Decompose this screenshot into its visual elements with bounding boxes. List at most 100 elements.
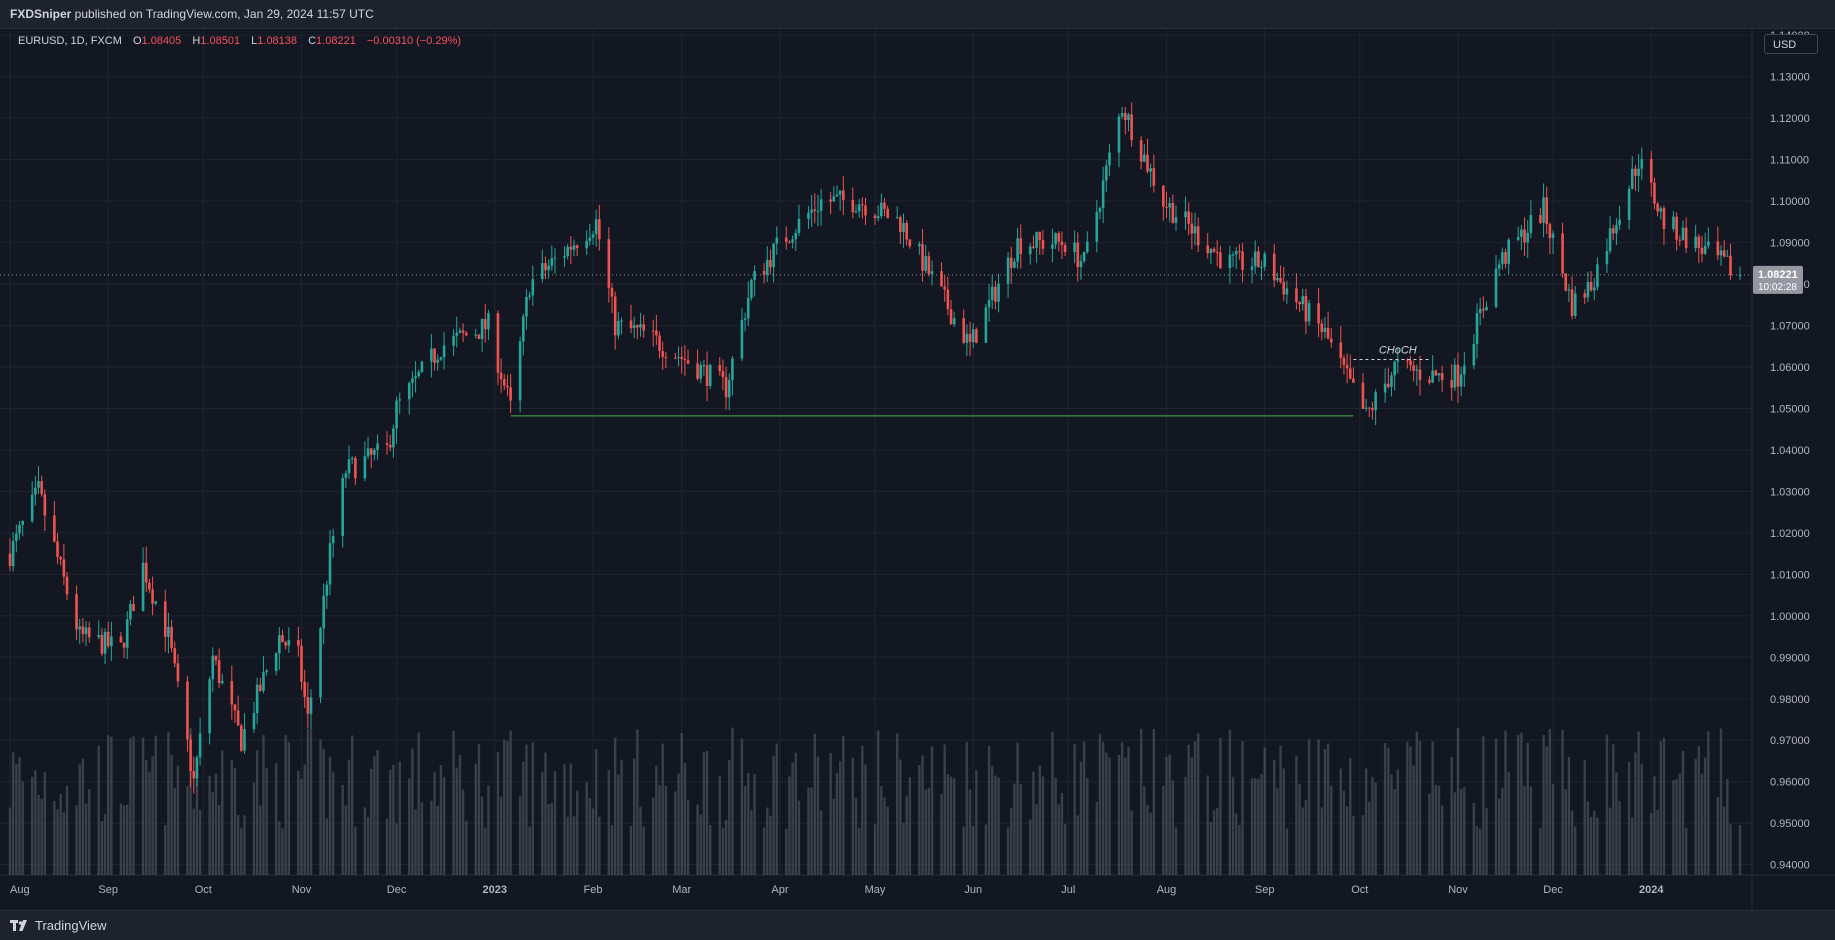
volume-bar [1583,760,1586,875]
candle-body [525,296,528,317]
volume-bar [75,805,78,875]
candle-body [838,190,842,195]
candle-body [1032,246,1035,248]
legend-close-value: 1.08221 [316,35,356,47]
volume-bar [1171,780,1175,875]
candle-body [43,494,47,516]
x-tick-label: Oct [1351,884,1368,896]
author-name[interactable]: FXDSniper [10,7,72,21]
volume-bar [1653,776,1656,875]
volume-bar [1073,744,1076,875]
volume-bar [680,732,683,875]
volume-bar [772,755,775,875]
candle-body [686,360,690,364]
candle-body [354,458,357,479]
y-tick-label: 1.01000 [1770,569,1810,581]
volume-bar [145,759,148,875]
candle-body [813,209,817,212]
candle-body [572,245,576,250]
candle-body [211,655,215,680]
volume-bar [274,763,278,875]
volume-bar [1700,773,1704,875]
volume-bar [1539,827,1542,875]
volume-bar [1383,743,1387,875]
x-tick-label: Oct [195,884,212,896]
candle-body [984,307,988,343]
volume-bar [1707,731,1710,875]
volume-bar [1228,729,1232,875]
volume-bar [1019,783,1022,875]
x-tick-label: Jun [964,884,982,896]
candle-body [1567,289,1571,291]
volume-bar [1279,745,1282,875]
volume-bar [658,784,661,875]
volume-bar [1038,765,1041,875]
candle-body [683,358,687,361]
bar-countdown-label: 10:02:28 [1758,282,1797,293]
price-chart[interactable]: 1.140001.130001.120001.110001.100001.090… [0,29,1835,910]
candle-body [1019,238,1023,255]
volume-bar [1656,809,1659,875]
candle-body [420,361,424,372]
volume-bar [1634,752,1637,875]
candle-body [1320,323,1324,333]
candle-body [487,313,490,330]
candle-body [1352,378,1355,383]
candle-body [1409,360,1412,366]
volume-bar [518,795,522,875]
volume-bar [170,755,173,875]
candle-body [1348,368,1352,379]
volume-bar [921,755,924,875]
legend-open-label: O [132,35,142,47]
volume-bar [544,752,547,875]
candle-body [297,640,300,646]
candle-body [442,345,446,358]
candle-body [971,329,975,343]
currency-button[interactable]: USD [1764,34,1818,54]
candle-body [1719,250,1723,256]
volume-bar [43,772,47,875]
volume-bar [1523,786,1526,875]
x-tick-label: Aug [10,884,30,896]
candle-body [322,595,325,629]
candle-body [575,245,579,249]
candle-body [1672,216,1675,229]
volume-bar [176,765,180,875]
candle-body [918,244,921,247]
volume-bar [1412,765,1415,875]
legend-symbol[interactable]: EURUSD, 1D, FXCM [18,35,122,47]
candle-body [1326,327,1330,339]
candle-body [1605,251,1609,265]
volume-bar [1165,756,1168,875]
tradingview-brand[interactable]: TradingView [10,918,107,933]
volume-bar [208,775,211,875]
volume-bar [1478,828,1482,875]
volume-bar [433,772,436,875]
candle-body [87,627,91,638]
candle-body [376,443,379,451]
x-tick-label: Aug [1157,884,1177,896]
candle-body [509,387,512,401]
candle-body [125,619,129,648]
volume-bar [975,770,978,875]
volume-bar [1124,757,1127,875]
candle-body [1482,308,1485,311]
candle-body [965,333,969,343]
volume-bar [1349,758,1352,875]
chart-area[interactable]: 1.140001.130001.120001.110001.100001.090… [0,29,1835,910]
candle-body [1456,364,1460,387]
volume-bar [1561,729,1564,875]
candle-body [569,246,573,250]
legend-open-value: 1.08405 [141,35,182,47]
candle-body [544,263,547,271]
candle-body [1608,228,1612,252]
volume-bar [639,806,642,875]
candle-body [1298,302,1301,305]
candle-body [243,728,246,751]
volume-bar [164,825,167,875]
volume-bar [1006,827,1010,875]
volume-bar [1196,733,1200,875]
volume-bar [1545,746,1548,875]
legend-high-value: 1.08501 [200,35,241,47]
candle-body [598,219,601,240]
